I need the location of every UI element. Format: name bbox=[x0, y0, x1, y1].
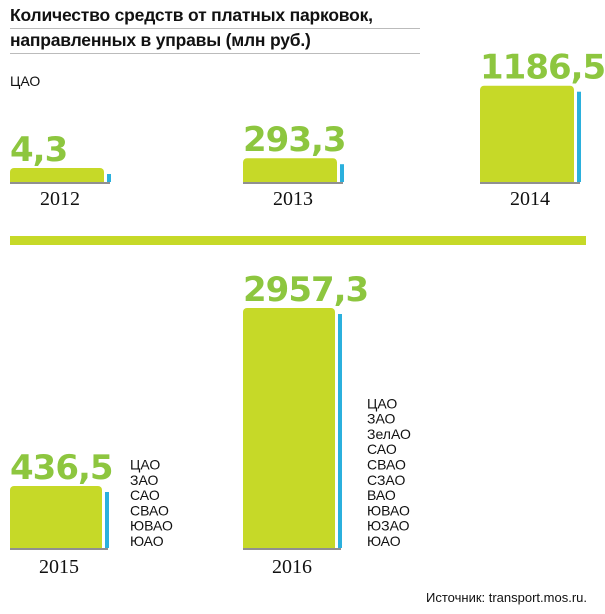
source-note: Источник: transport.mos.ru. bbox=[426, 590, 587, 605]
district-label-2016-3: ЗелАО bbox=[367, 426, 411, 442]
bar-base-2013 bbox=[243, 176, 337, 182]
chart-title-line-2: направленных в управы (млн руб.) bbox=[10, 29, 420, 54]
row-divider bbox=[10, 236, 586, 245]
district-label-2016-5: СВАО bbox=[367, 457, 406, 473]
bar-side-2013 bbox=[339, 164, 344, 182]
district-label-2015-2: ЗАО bbox=[130, 472, 158, 488]
district-label-2015-4: СВАО bbox=[130, 502, 169, 518]
bar-base-2016 bbox=[243, 542, 335, 548]
bar-gap-2015 bbox=[102, 490, 105, 548]
year-label-2012: 2012 bbox=[40, 188, 80, 210]
bar-2015 bbox=[10, 486, 102, 548]
bar-base-2014 bbox=[480, 176, 574, 182]
value-label-2016: 2957,3 bbox=[243, 270, 368, 310]
bar-gap-2013 bbox=[337, 162, 340, 182]
year-label-2014: 2014 bbox=[510, 188, 550, 210]
bar-2016 bbox=[243, 308, 335, 548]
bar-side-2014 bbox=[576, 91, 581, 182]
year-label-2015: 2015 bbox=[39, 556, 79, 578]
bar-side-2012 bbox=[106, 174, 111, 182]
bar-side-2016 bbox=[337, 314, 342, 548]
district-label-2015-3: САО bbox=[130, 487, 160, 503]
district-label-2015-6: ЮАО bbox=[130, 533, 164, 549]
value-label-2013: 293,3 bbox=[243, 120, 346, 160]
bar-side-2015 bbox=[104, 492, 109, 548]
district-label-2016-8: ЮВАО bbox=[367, 502, 410, 518]
district-label-2015-1: ЦАО bbox=[130, 457, 160, 473]
bar-gap-2014 bbox=[574, 89, 577, 182]
district-label-2016-4: САО bbox=[367, 441, 397, 457]
district-label-2016-7: ВАО bbox=[367, 487, 396, 503]
bar-gap-2012 bbox=[104, 172, 107, 182]
district-label-2016-1: ЦАО bbox=[367, 395, 397, 411]
district-label-2016-9: ЮЗАО bbox=[367, 518, 410, 534]
district-label-2016-10: ЮАО bbox=[367, 533, 401, 549]
bar-2014 bbox=[480, 85, 574, 182]
bar-base-2015 bbox=[10, 542, 102, 548]
district-label-2015-5: ЮВАО bbox=[130, 518, 173, 534]
year-label-2013: 2013 bbox=[273, 188, 313, 210]
top-row-district-label: ЦАО bbox=[10, 73, 41, 89]
value-label-2012: 4,3 bbox=[10, 130, 67, 170]
district-label-2016-6: СЗАО bbox=[367, 472, 405, 488]
chart-title: Количество средств от платных парковок, … bbox=[10, 4, 420, 54]
chart-title-line-1: Количество средств от платных парковок, bbox=[10, 4, 420, 29]
bar-gap-2016 bbox=[335, 312, 338, 548]
value-label-2014: 1186,5 bbox=[480, 48, 605, 88]
district-label-2016-2: ЗАО bbox=[367, 411, 395, 427]
value-label-2015: 436,5 bbox=[10, 448, 113, 488]
bar-base-2012 bbox=[10, 176, 104, 182]
year-label-2016: 2016 bbox=[272, 556, 312, 578]
